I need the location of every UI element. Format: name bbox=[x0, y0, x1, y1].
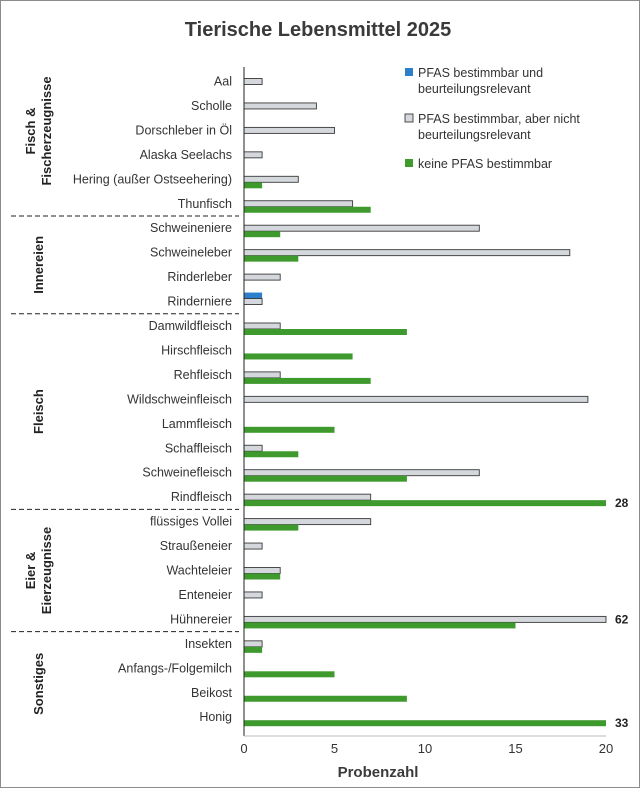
category-label: Schweineleber bbox=[150, 246, 232, 260]
category-label: Aal bbox=[214, 75, 232, 89]
group-label-line: Eierzeugnisse bbox=[39, 527, 54, 614]
bar-not-relevant bbox=[243, 175, 299, 183]
group-label: Fisch & Fischerzeugnisse bbox=[23, 76, 54, 185]
category-label: Rinderleber bbox=[167, 270, 232, 284]
legend-label: PFAS bestimmbar und beurteilungsrelevant bbox=[418, 66, 543, 96]
bar-no-pfas bbox=[244, 573, 281, 580]
bar-relevant bbox=[244, 292, 263, 299]
category-label: Wildschweinfleisch bbox=[127, 392, 232, 406]
x-tick-label: 0 bbox=[240, 741, 247, 756]
bar-not-relevant bbox=[243, 567, 281, 574]
bar-no-pfas bbox=[244, 500, 606, 507]
legend-swatch bbox=[405, 159, 413, 167]
category-label: Damwildfleisch bbox=[149, 319, 232, 333]
category-label: Schweineniere bbox=[150, 221, 232, 235]
legend-label: PFAS bestimmbar, aber nicht beurteilungsr… bbox=[418, 112, 580, 142]
category-label: Beikost bbox=[191, 686, 233, 700]
category-label: Hirschfleisch bbox=[161, 343, 232, 357]
group-label: Fleisch bbox=[31, 389, 46, 434]
bar-no-pfas bbox=[244, 329, 407, 335]
bar-no-pfas bbox=[244, 646, 263, 653]
bar-not-relevant bbox=[243, 615, 607, 623]
legend-swatch bbox=[405, 68, 413, 76]
category-label: Straußeneier bbox=[160, 539, 232, 553]
category-label: flüssiges Vollei bbox=[150, 515, 232, 529]
category-label: Insekten bbox=[185, 637, 232, 651]
bar-no-pfas bbox=[244, 231, 281, 238]
group-label: Innereien bbox=[31, 236, 46, 294]
group-label-line: Fischerzeugnisse bbox=[39, 76, 54, 185]
category-label: Wachteleier bbox=[166, 564, 232, 578]
bar-not-relevant bbox=[243, 273, 281, 281]
bar-not-relevant bbox=[243, 126, 335, 134]
bar-no-pfas bbox=[244, 206, 371, 213]
category-label: Honig bbox=[199, 710, 232, 724]
bar-not-relevant bbox=[243, 298, 263, 305]
bar-not-relevant bbox=[243, 371, 281, 379]
group-label: Sonstiges bbox=[31, 653, 46, 715]
group-label-line: Sonstiges bbox=[31, 653, 46, 715]
category-label: Dorschleber in Öl bbox=[135, 123, 232, 137]
category-label: Alaska Seelachs bbox=[140, 148, 232, 162]
category-label: Rehfleisch bbox=[174, 368, 232, 382]
category-label: Hühnereier bbox=[170, 612, 232, 626]
bar-no-pfas bbox=[244, 353, 353, 360]
bar-not-relevant bbox=[243, 151, 263, 159]
bar-not-relevant bbox=[243, 493, 372, 501]
overflow-value-label: 28 bbox=[615, 496, 629, 510]
category-label: Thunfisch bbox=[178, 197, 232, 211]
bar-not-relevant bbox=[243, 395, 589, 403]
bar-no-pfas bbox=[244, 451, 299, 458]
bar-no-pfas bbox=[244, 475, 407, 482]
bar-no-pfas bbox=[244, 524, 299, 531]
bar-not-relevant bbox=[243, 249, 571, 257]
bar-no-pfas bbox=[244, 622, 516, 629]
bar-not-relevant bbox=[243, 469, 480, 477]
category-label: Lammfleisch bbox=[162, 417, 232, 431]
category-label: Enteneier bbox=[178, 588, 232, 602]
x-tick-label: 10 bbox=[418, 741, 432, 756]
overflow-value-label: 33 bbox=[615, 716, 629, 730]
category-label: Rindfleisch bbox=[171, 490, 232, 504]
bar-not-relevant bbox=[243, 444, 263, 452]
bar-not-relevant bbox=[243, 542, 263, 550]
bar-no-pfas bbox=[244, 671, 335, 678]
category-label: Anfangs-/Folgemilch bbox=[118, 661, 232, 675]
bar-not-relevant bbox=[243, 322, 281, 330]
bar-not-relevant bbox=[243, 200, 354, 208]
group-label-line: Fisch & bbox=[23, 108, 38, 155]
bar-not-relevant bbox=[243, 518, 372, 526]
x-axis-title: Probenzahl bbox=[338, 764, 419, 781]
legend-swatch bbox=[404, 113, 414, 123]
bar-no-pfas bbox=[244, 695, 407, 702]
category-label: Hering (außer Ostseehering) bbox=[73, 172, 232, 186]
group-label-line: Eier & bbox=[23, 552, 38, 590]
bar-no-pfas bbox=[244, 182, 263, 189]
bar-no-pfas bbox=[244, 377, 371, 384]
group-label-line: Fleisch bbox=[31, 389, 46, 434]
chart-title: Tierische Lebensmittel 2025 bbox=[185, 19, 451, 41]
overflow-value-label: 62 bbox=[615, 612, 629, 626]
bar-no-pfas bbox=[244, 426, 335, 433]
bar-not-relevant bbox=[243, 102, 317, 110]
x-tick-label: 20 bbox=[599, 741, 613, 756]
bar-not-relevant bbox=[243, 591, 263, 599]
legend-label: keine PFAS bestimmbar bbox=[418, 157, 552, 171]
group-label-line: Innereien bbox=[31, 236, 46, 294]
category-label: Schweinefleisch bbox=[142, 466, 232, 480]
category-label: Rinderniere bbox=[167, 295, 232, 309]
bar-no-pfas bbox=[244, 255, 299, 262]
bar-not-relevant bbox=[243, 640, 263, 648]
group-label: Eier & Eierzeugnisse bbox=[23, 527, 54, 614]
bar-not-relevant bbox=[243, 224, 480, 232]
category-label: Schaffleisch bbox=[165, 441, 232, 455]
x-tick-label: 5 bbox=[331, 741, 338, 756]
x-tick-label: 15 bbox=[508, 741, 522, 756]
bar-not-relevant bbox=[243, 78, 263, 85]
bar-no-pfas bbox=[244, 720, 606, 727]
category-label: Scholle bbox=[191, 99, 232, 113]
